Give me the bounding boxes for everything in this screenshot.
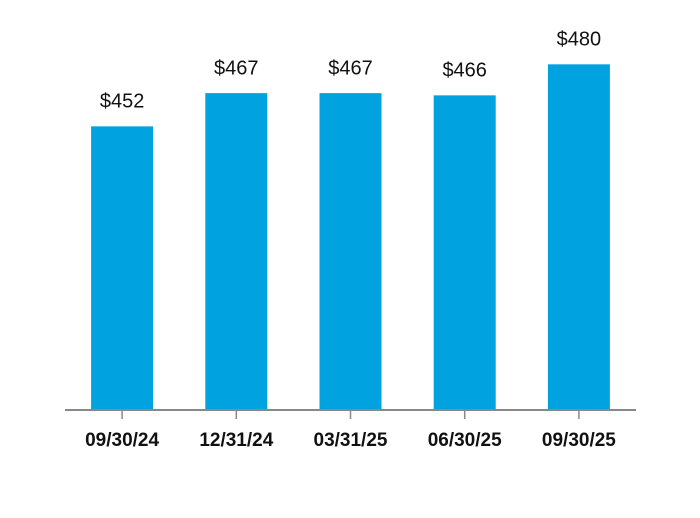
x-tick-label: 03/31/25 [314, 430, 388, 451]
value-label: $452 [100, 91, 145, 113]
value-label: $480 [557, 29, 602, 51]
bar [547, 64, 610, 411]
x-tick-label: 06/30/25 [428, 430, 502, 451]
bar [319, 93, 382, 410]
x-tick-label: 12/31/24 [199, 430, 273, 451]
bar [205, 93, 268, 410]
bar [91, 126, 154, 410]
x-tick-label: 09/30/25 [542, 430, 616, 451]
value-label: $467 [214, 57, 259, 79]
bar [433, 95, 496, 410]
value-label: $467 [328, 57, 373, 79]
x-tick-label: 09/30/24 [85, 430, 159, 451]
value-label: $466 [442, 60, 487, 82]
